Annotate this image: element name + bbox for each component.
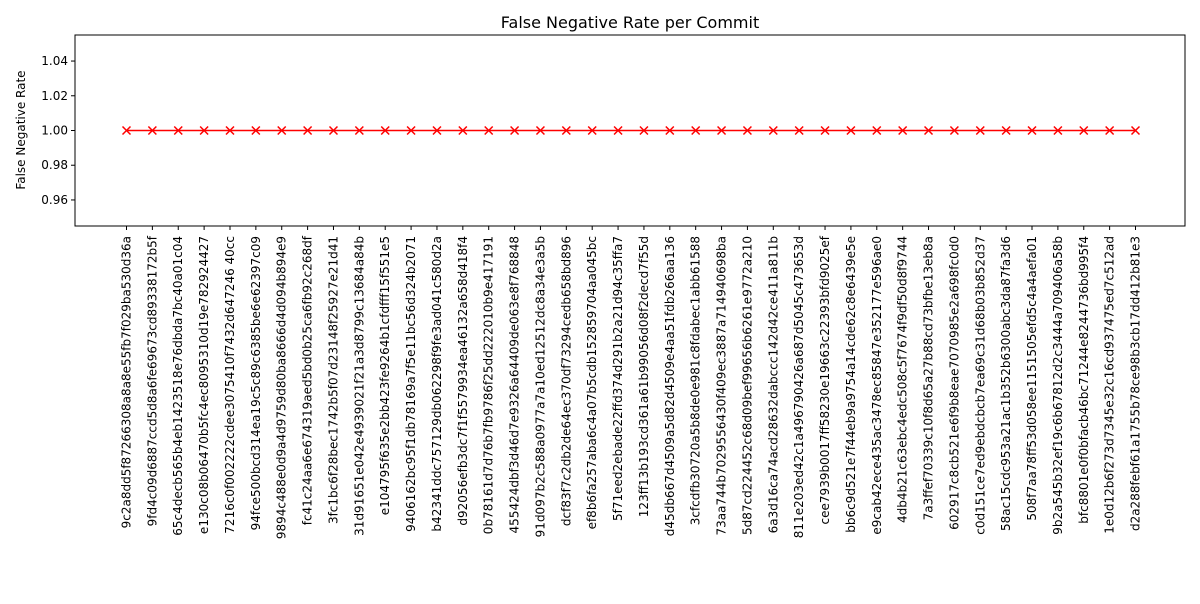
y-tick-label: 0.98	[41, 158, 68, 172]
data-point-marker	[1027, 125, 1037, 136]
x-tick-label: 65c4decb565b4eb1423518e76dbda7bc40a01c04	[171, 236, 185, 536]
data-point-marker	[923, 125, 934, 136]
x-tick-label: 6a3d16ca74acd28632dabccc142d42ce411a811b	[766, 236, 780, 533]
x-tick-label: 94fce500bcd314ea19c5c89c6385be6e62397c09	[249, 236, 263, 530]
data-point-marker	[691, 125, 701, 136]
data-point-marker	[277, 125, 287, 136]
x-tick-label: e104795f635e2bb423fe9264b1cfdfff15f551e5	[378, 236, 392, 515]
x-tick-label: 7216c0f002222cdee3075410f7432d647246 40c…	[223, 236, 237, 534]
data-point-marker	[820, 125, 830, 136]
x-tick-label: 123ff13b193cd361a61b99056d08f2decd7f55d	[637, 236, 651, 517]
data-point-marker	[1130, 125, 1141, 136]
data-point-marker	[406, 125, 416, 136]
x-tick-label: 5d87cd224452c68d09bef99656b6261e9772a210	[740, 236, 754, 535]
data-point-marker	[587, 125, 597, 136]
data-point-marker	[535, 125, 545, 136]
x-tick-label: 9b2a545b32ef19c6b67812d2c3444a709406a58b	[1051, 236, 1065, 535]
data-point-marker	[199, 125, 209, 136]
y-tick-label: 0.96	[41, 193, 68, 207]
data-point-marker	[949, 125, 959, 136]
data-point-marker	[975, 125, 985, 136]
data-point-marker	[1079, 125, 1089, 136]
data-point-marker	[639, 125, 649, 136]
data-point-marker	[303, 125, 313, 136]
x-tick-label: e130c08b06470b5fc4ec8095310d19e782924427	[197, 236, 211, 534]
x-tick-label: 5f71eed2ebade22ffd374d291b2a21d94c35ffa7	[611, 236, 625, 521]
x-tick-label: ef8b6fa257aba6c4a07b5cdb152859704aa045bc	[585, 236, 599, 529]
data-point-marker	[1001, 125, 1011, 136]
x-tick-label: fc41c24aa6e674319aed5bd0b25ca6fb92c268df	[301, 235, 315, 525]
data-point-marker	[225, 125, 235, 136]
data-point-marker	[665, 125, 675, 136]
x-tick-label: dcf83f7c2db2de64ec370df73294cedb658bd896	[559, 236, 573, 526]
chart-title: False Negative Rate per Commit	[501, 13, 759, 32]
x-tick-label: 9406162bc95f1db78169a7f5e11bc56d324b2071	[404, 236, 418, 532]
x-tick-label: 7a3ffef70339c10f8d65a27b88cd73bfbe13eb8a	[922, 236, 936, 520]
x-tick-label: 3cfcdfb30720a5b8de0e981c8fdabec1abb61588	[689, 236, 703, 525]
x-tick-label: 455424dbf3d46d7e9326a64409de063e8f768848	[508, 236, 522, 533]
x-tick-label: c0d151ce7ed9ebdcbcb7ea69c31d68b03b852d37	[973, 236, 987, 535]
x-tick-label: 3fc1bc6f28bec1742b5f07d23148f25927e21d41	[326, 236, 340, 524]
x-tick-label: 4db4b21c63ebc4edc508c5f7674f9df50d8f9744	[896, 236, 910, 523]
y-tick-label: 1.04	[41, 54, 68, 68]
x-tick-label: 508f7aa78ff53d058ee1151505efd5c4a4aefa01	[1025, 236, 1039, 521]
x-tick-label: d45db667d4509a5d82d4509e4aa51fdb266aa136	[663, 236, 677, 536]
data-point-marker	[432, 125, 442, 136]
data-point-marker	[898, 125, 908, 136]
data-point-marker	[251, 125, 261, 136]
data-point-marker	[1105, 125, 1115, 136]
x-tick-label: cee7939b0017ff58230e19663c22393bfd9025ef	[818, 235, 832, 524]
x-tick-label: 9fd4c09d6887ccd5d8a6fe69673cd89338172b5f	[145, 235, 159, 526]
x-tick-label: e9cab42ece435ac3478ec85847e352177e596ae0	[870, 236, 884, 535]
y-axis-label: False Negative Rate	[14, 70, 28, 189]
data-point-marker	[328, 125, 339, 136]
y-tick-label: 1.00	[41, 124, 68, 138]
x-tick-label: 31d91651e042e4939021f21a3d8799c13684a84b	[352, 236, 366, 536]
x-tick-label: 73aa744b7029556430f409ec3887a714940698ba	[715, 236, 729, 536]
data-point-marker	[846, 125, 856, 136]
data-point-marker	[173, 125, 183, 136]
data-point-marker	[147, 125, 157, 136]
x-tick-label: 9c2a8dd5f87266308a8a8e55fb7f029ba530d36a	[120, 236, 134, 528]
x-tick-label: d2a288febf61a1755b78ce98b3cb17dd412b81e3	[1129, 236, 1143, 531]
x-tick-label: bfc8801e0f0bfacb46bc71244e8244736bd995f4	[1077, 236, 1091, 524]
data-point-marker	[613, 125, 623, 136]
x-tick-label: 602917c8cb521e6f9b8eae7070985e2a698fc0d0	[947, 236, 961, 530]
data-point-marker	[717, 125, 727, 136]
x-tick-label: 91d097b2c588a0977a7a10ed12512dc8a34e3a5b	[533, 236, 547, 537]
x-tick-label: d92056efb3dc7f1f5579934ea46132a658d418f4	[456, 236, 470, 526]
x-tick-label: bb6c9d521e7f44eb9a9754a14cde62c8e6439e5e	[844, 236, 858, 533]
data-point-marker	[768, 125, 778, 136]
x-tick-label: 1e0d12b6f273d7345e32c16cd937475ed7c512ad	[1103, 236, 1117, 534]
x-tick-label: 811e203ed42c1a496790426a687d5045c473653d	[792, 236, 806, 538]
data-point-marker	[872, 125, 882, 136]
data-point-marker	[794, 125, 804, 136]
data-point-marker	[458, 125, 468, 136]
data-point-marker	[510, 125, 520, 136]
x-tick-label: 9894c488e0d9a4d9759d80ba8666d4d094b894e9	[275, 236, 289, 539]
data-point-marker	[354, 125, 364, 136]
data-point-marker	[742, 125, 752, 136]
x-tick-label: b42341ddc757129db062298f9fe3ad041c580d2a	[430, 236, 444, 532]
plot-area: 0.96 0.98 1.00 1.02 1.04 9c2a8dd5f87266308a8a…	[41, 34, 1186, 539]
x-tick-label: 58ac15cdc953a21ac1b352b6300abc3da87fa3d6	[999, 236, 1013, 531]
data-point-marker	[561, 125, 571, 136]
data-point-marker	[1053, 125, 1063, 136]
x-tick-label: 0b78161d7d76b7fb9786f25dd222010b9e417191	[482, 236, 496, 534]
data-point-marker	[484, 125, 494, 136]
data-point-marker	[380, 125, 390, 136]
y-tick-label: 1.02	[41, 89, 68, 103]
data-point-marker	[121, 125, 132, 136]
